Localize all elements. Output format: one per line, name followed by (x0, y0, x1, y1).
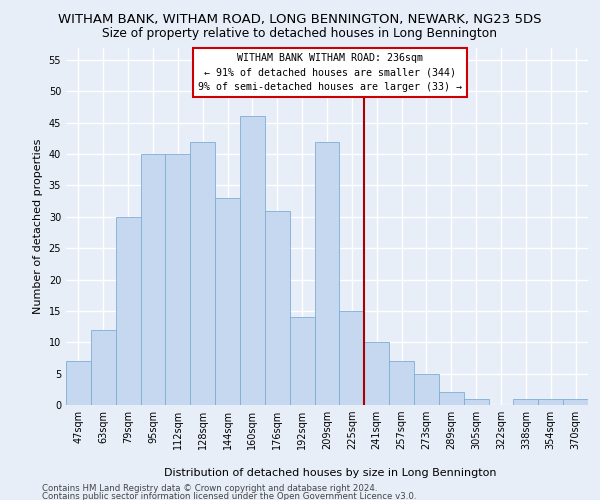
Bar (563, 398, 588, 405)
Bar (290, 317, 314, 405)
Bar (265, 210, 290, 405)
Bar (314, 142, 340, 405)
Bar (240, 116, 265, 405)
Bar (464, 398, 488, 405)
Y-axis label: Number of detached properties: Number of detached properties (33, 138, 43, 314)
Bar (91, 330, 116, 405)
Bar (389, 361, 414, 405)
Bar (364, 342, 389, 405)
Bar (140, 154, 166, 405)
Bar (414, 374, 439, 405)
Bar (538, 398, 563, 405)
Text: WITHAM BANK WITHAM ROAD: 236sqm
← 91% of detached houses are smaller (344)
9% of: WITHAM BANK WITHAM ROAD: 236sqm ← 91% of… (197, 53, 461, 92)
Bar (439, 392, 464, 405)
Bar (66, 361, 91, 405)
Text: Contains public sector information licensed under the Open Government Licence v3: Contains public sector information licen… (42, 492, 416, 500)
Bar (514, 398, 538, 405)
Text: Contains HM Land Registry data © Crown copyright and database right 2024.: Contains HM Land Registry data © Crown c… (42, 484, 377, 493)
Bar (215, 198, 240, 405)
Text: Distribution of detached houses by size in Long Bennington: Distribution of detached houses by size … (164, 468, 496, 477)
Bar (116, 217, 140, 405)
Text: WITHAM BANK, WITHAM ROAD, LONG BENNINGTON, NEWARK, NG23 5DS: WITHAM BANK, WITHAM ROAD, LONG BENNINGTO… (58, 12, 542, 26)
Text: Size of property relative to detached houses in Long Bennington: Size of property relative to detached ho… (103, 28, 497, 40)
Bar (190, 142, 215, 405)
Bar (340, 311, 364, 405)
Bar (166, 154, 190, 405)
